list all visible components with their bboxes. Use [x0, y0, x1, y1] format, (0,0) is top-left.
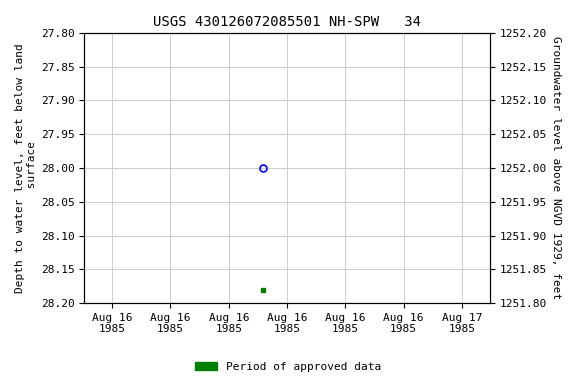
Y-axis label: Depth to water level, feet below land
 surface: Depth to water level, feet below land su…	[15, 43, 37, 293]
Legend: Period of approved data: Period of approved data	[191, 358, 385, 377]
Y-axis label: Groundwater level above NGVD 1929, feet: Groundwater level above NGVD 1929, feet	[551, 36, 561, 300]
Title: USGS 430126072085501 NH-SPW   34: USGS 430126072085501 NH-SPW 34	[153, 15, 421, 29]
